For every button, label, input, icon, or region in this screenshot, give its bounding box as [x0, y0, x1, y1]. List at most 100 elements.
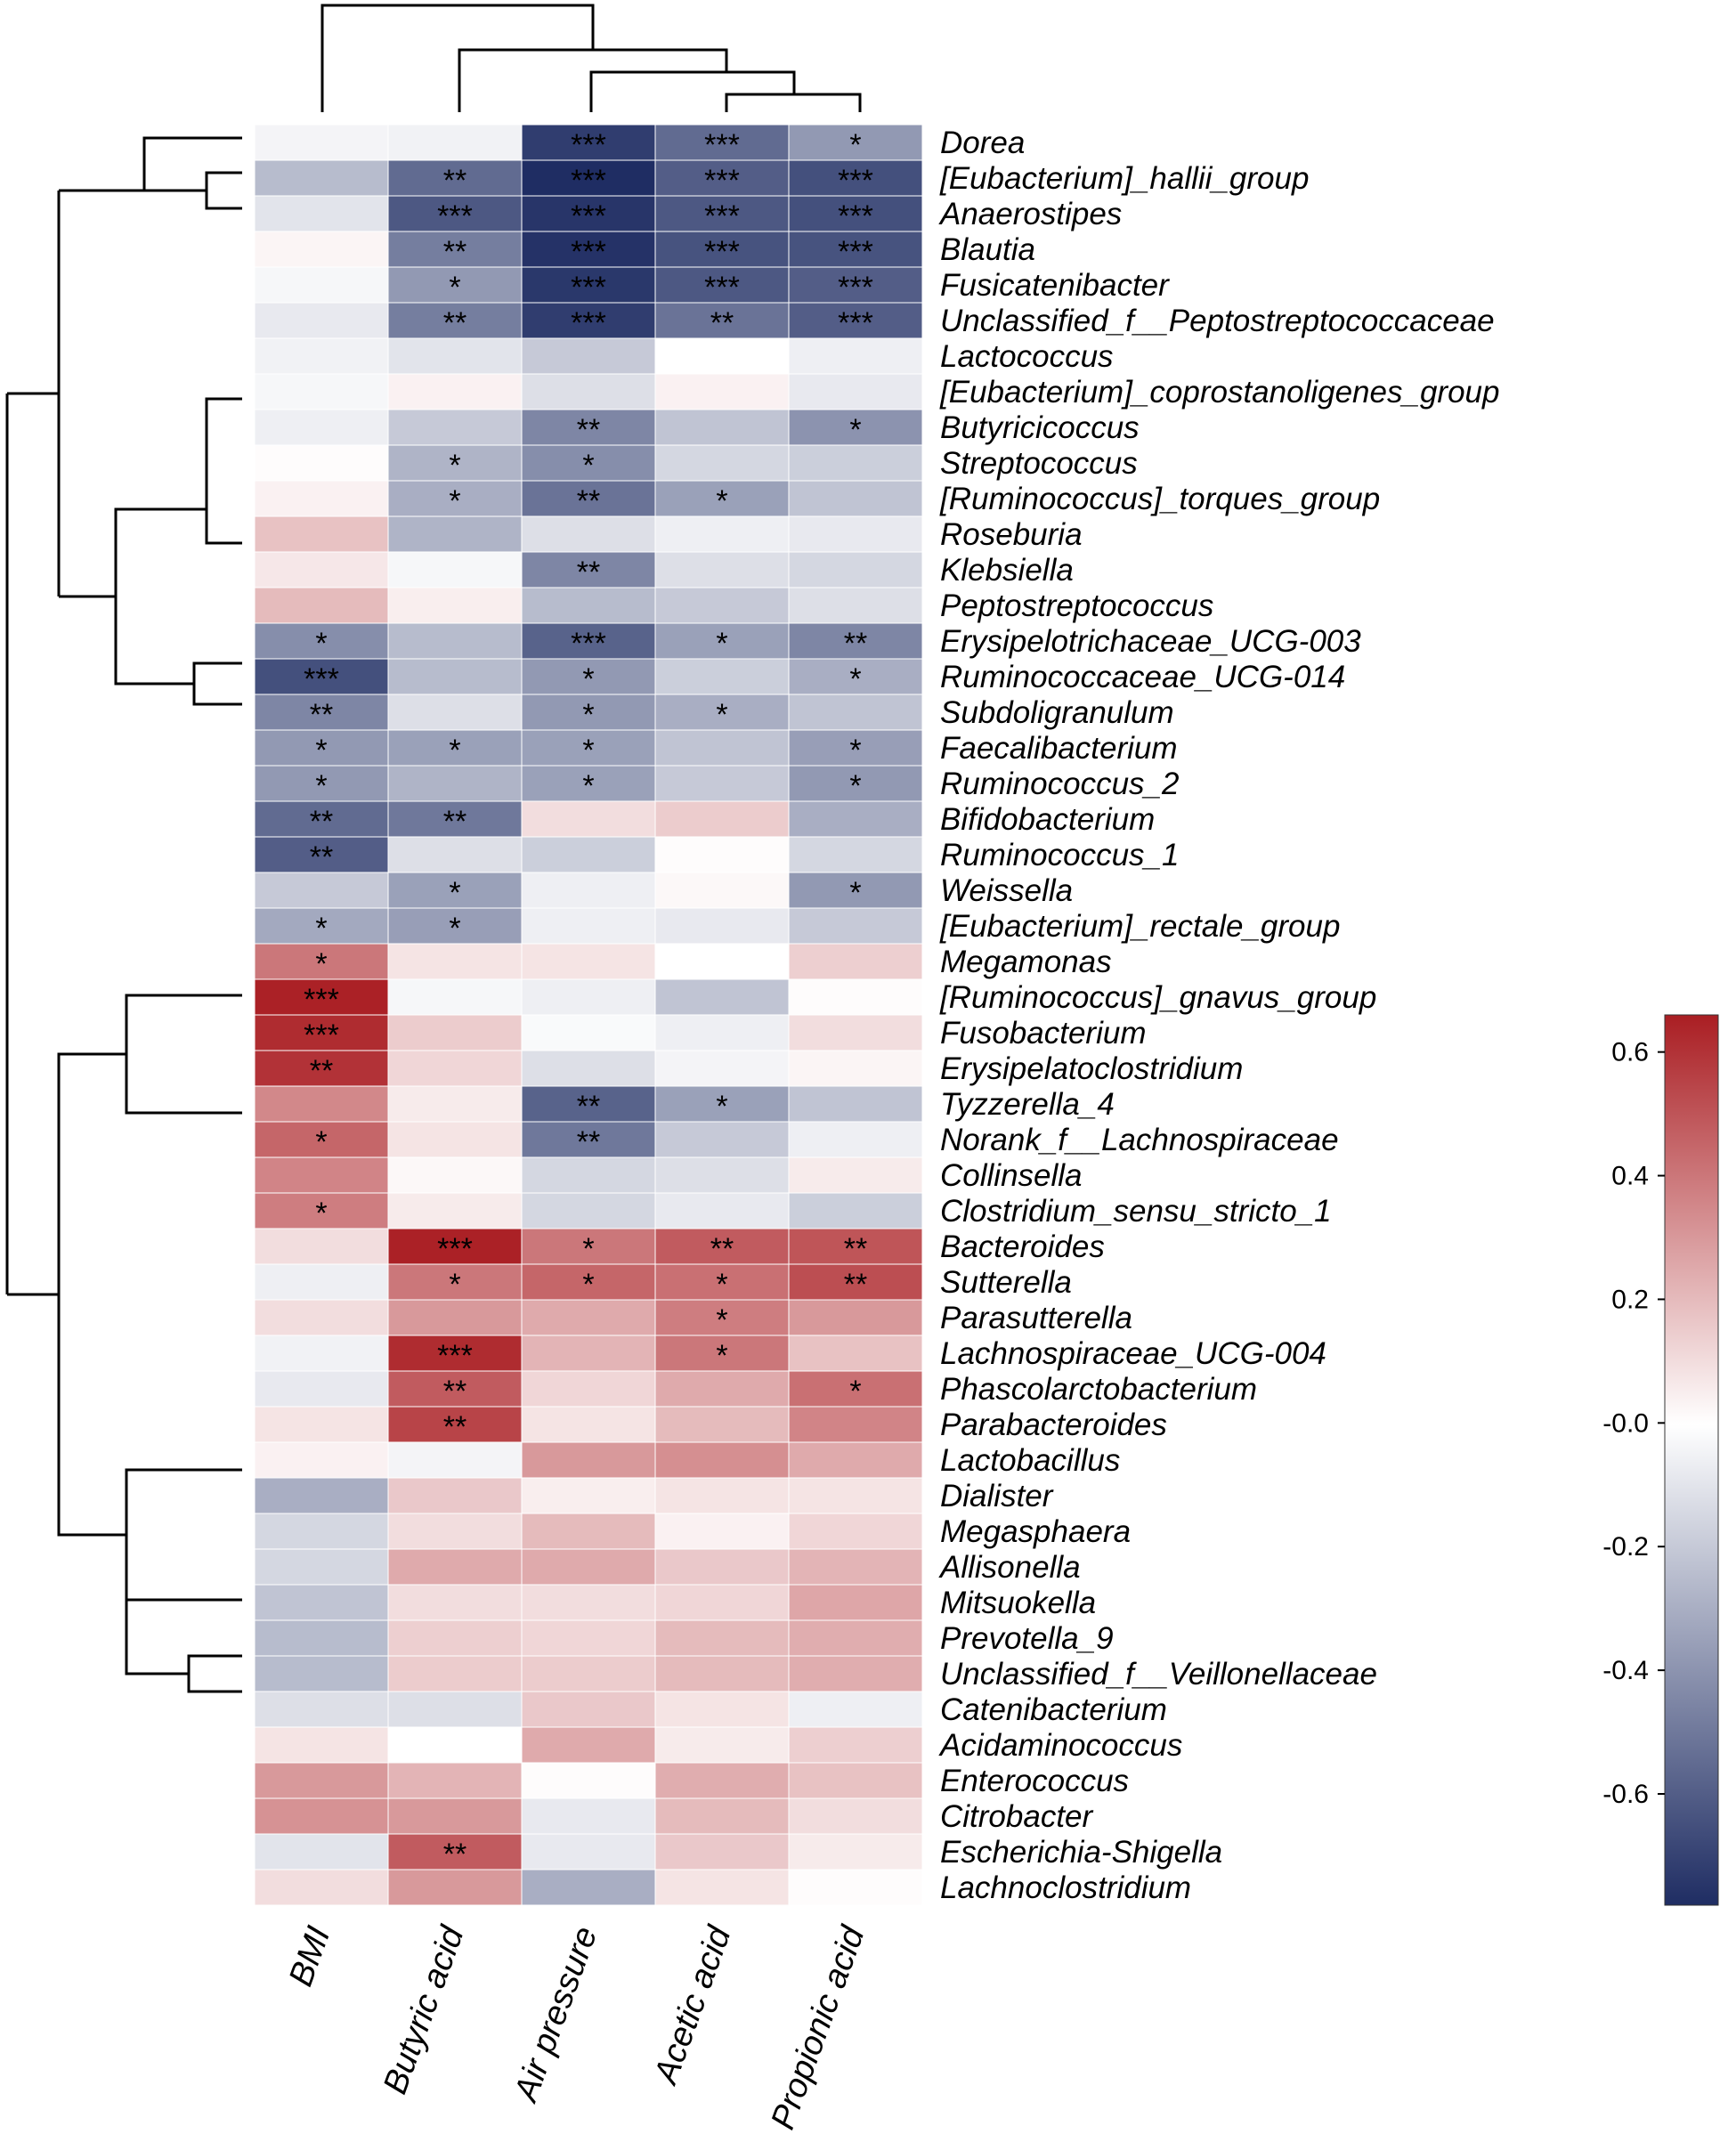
heatmap-cell [654, 1050, 790, 1087]
significance-mark: ** [443, 164, 466, 198]
heatmap-cell [788, 515, 923, 553]
heatmap-cell [387, 1548, 523, 1586]
heatmap-cell [254, 907, 389, 945]
heatmap-cell [654, 978, 790, 1016]
heatmap-cell [254, 694, 389, 731]
heatmap-cell [788, 373, 923, 410]
significance-mark: * [849, 1375, 861, 1408]
significance-mark: * [449, 912, 460, 945]
heatmap-cell [254, 1441, 389, 1479]
heatmap-cell [788, 1513, 923, 1550]
heatmap-cell [521, 1762, 656, 1799]
heatmap-cell [254, 836, 389, 873]
heatmap-cell [387, 729, 523, 767]
heatmap-cell [387, 1192, 523, 1229]
heatmap-cell [654, 1014, 790, 1051]
heatmap-cell [521, 694, 656, 731]
significance-mark: * [582, 1268, 594, 1302]
heatmap-cell [654, 907, 790, 945]
heatmap-cell [654, 1513, 790, 1550]
heatmap-cell [788, 551, 923, 588]
heatmap-cell [654, 800, 790, 838]
significance-mark: *** [704, 235, 740, 269]
heatmap-cell [254, 872, 389, 909]
significance-mark: ** [310, 1054, 333, 1088]
column-label: Butyric acid [377, 1920, 472, 2099]
heatmap-cell [387, 800, 523, 838]
colorbar-tick-label: -0.6 [1602, 1780, 1649, 1809]
heatmap-cell [521, 551, 656, 588]
heatmap-cell [788, 1548, 923, 1586]
significance-mark: * [315, 734, 327, 767]
row-label: Fusicatenibacter [940, 268, 1170, 303]
heatmap-cell [521, 1192, 656, 1229]
heatmap-cell [387, 1833, 523, 1870]
significance-mark: * [449, 734, 460, 767]
heatmap-cell [654, 1477, 790, 1514]
heatmap-cell [521, 978, 656, 1016]
heatmap-cell [788, 800, 923, 838]
heatmap-cell [254, 159, 389, 197]
heatmap-cell [654, 124, 790, 161]
heatmap-cell [654, 1370, 790, 1408]
heatmap-cell [521, 1441, 656, 1479]
heatmap-cell [387, 1869, 523, 1906]
heatmap-cell [654, 1299, 790, 1336]
column-dendrogram [320, 4, 862, 112]
heatmap-cell [521, 1691, 656, 1728]
heatmap-cell [521, 1050, 656, 1087]
significance-mark: * [315, 1125, 327, 1159]
heatmap-cell [387, 124, 523, 161]
heatmap-cell [788, 694, 923, 731]
heatmap-cell [654, 266, 790, 304]
significance-mark: *** [838, 306, 873, 340]
heatmap-cell [254, 658, 389, 695]
heatmap-cell [254, 1370, 389, 1408]
heatmap-cell [387, 1797, 523, 1835]
heatmap-cell [521, 1548, 656, 1586]
heatmap-cell [387, 1406, 523, 1443]
row-label: Enterococcus [940, 1764, 1129, 1798]
heatmap-cell [387, 1762, 523, 1799]
heatmap-cell [254, 373, 389, 410]
heatmap-cell [788, 1335, 923, 1372]
heatmap-cell [387, 694, 523, 731]
significance-mark: ** [443, 1410, 466, 1444]
significance-mark: * [716, 698, 727, 732]
significance-mark: ** [443, 805, 466, 839]
heatmap-cell [387, 1370, 523, 1408]
significance-mark: *** [571, 199, 606, 233]
row-label: Norank_f__Lachnospiraceae [940, 1123, 1339, 1157]
heatmap-cell [254, 1335, 389, 1372]
row-label: Allisonella [938, 1550, 1081, 1585]
significance-mark: *** [704, 164, 740, 198]
heatmap-cell [254, 551, 389, 588]
heatmap-cell [654, 1726, 790, 1764]
row-label: [Eubacterium]_coprostanoligenes_group [939, 375, 1499, 410]
heatmap-cell [654, 765, 790, 802]
heatmap-cell [254, 1156, 389, 1194]
heatmap-cell [521, 943, 656, 980]
heatmap-cell [387, 765, 523, 802]
row-label: Dialister [940, 1479, 1054, 1513]
heatmap-cell [654, 1335, 790, 1372]
heatmap-cell [387, 1619, 523, 1657]
heatmap-cell [521, 337, 656, 375]
significance-mark: *** [838, 271, 873, 304]
heatmap-cell [788, 1228, 923, 1265]
row-label: Parabacteroides [940, 1408, 1167, 1442]
heatmap-cell [521, 1869, 656, 1906]
heatmap-cell [254, 444, 389, 482]
heatmap-cell [654, 1655, 790, 1692]
significance-mark: *** [437, 1232, 473, 1266]
heatmap-cell [254, 337, 389, 375]
row-label: Citrobacter [940, 1799, 1094, 1834]
heatmap-cell [387, 1691, 523, 1728]
heatmap-cell [788, 872, 923, 909]
heatmap-cell [387, 337, 523, 375]
heatmap-cell [654, 409, 790, 446]
significance-mark: * [716, 484, 727, 518]
heatmap-cell [654, 373, 790, 410]
row-label: Peptostreptococcus [940, 588, 1213, 623]
heatmap-cell [254, 1406, 389, 1443]
